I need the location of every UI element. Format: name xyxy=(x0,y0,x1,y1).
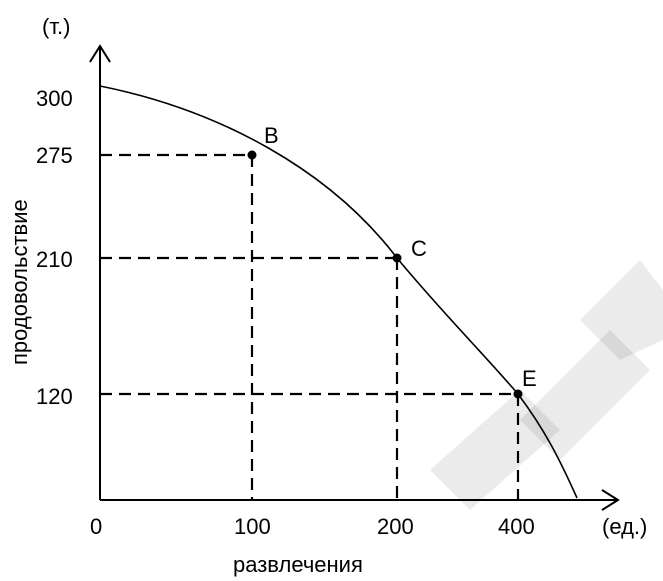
point-c xyxy=(392,253,402,263)
point-label-e: E xyxy=(522,366,537,391)
x-tick-100: 100 xyxy=(234,514,271,539)
y-tick-120: 120 xyxy=(36,384,73,409)
x-unit-label: (ед.) xyxy=(602,514,647,539)
y-unit-label: (т.) xyxy=(42,14,70,39)
guide-lines xyxy=(100,153,520,500)
x-axis-title: развлечения xyxy=(233,552,363,577)
watermark xyxy=(430,260,663,510)
axes xyxy=(89,44,620,511)
point-e xyxy=(513,389,523,399)
data-points: B C E xyxy=(247,123,537,399)
origin-label: 0 xyxy=(90,514,102,539)
x-axis-arrow xyxy=(601,489,620,511)
y-axis-arrow xyxy=(89,44,111,63)
y-tick-210: 210 xyxy=(36,247,73,272)
point-b xyxy=(247,150,257,160)
point-label-c: C xyxy=(411,236,427,261)
y-tick-275: 275 xyxy=(36,143,73,168)
point-label-b: B xyxy=(264,123,279,148)
x-tick-400: 400 xyxy=(498,514,535,539)
x-tick-200: 200 xyxy=(377,514,414,539)
ppf-curve xyxy=(99,85,578,499)
y-axis-title: продовольствие xyxy=(7,199,32,365)
y-tick-300: 300 xyxy=(36,86,73,111)
